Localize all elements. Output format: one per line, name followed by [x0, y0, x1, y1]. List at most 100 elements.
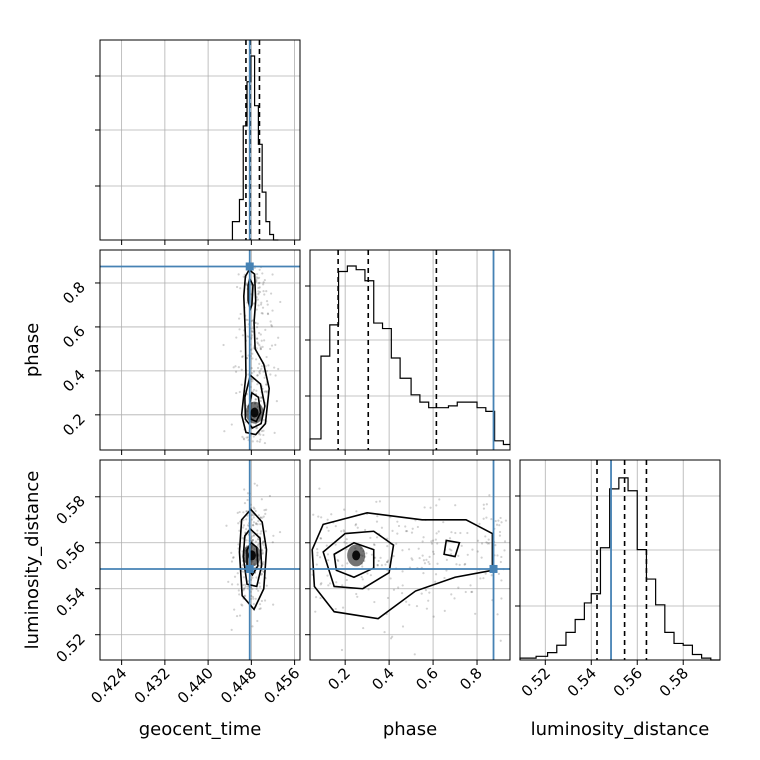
panel-luminosity_distance-geocent_time-sample-17	[261, 552, 264, 555]
panel-luminosity_distance-geocent_time-sample-53	[259, 516, 262, 519]
panel-phase-geocent_time-sample-148	[273, 431, 276, 434]
xtick-label-luminosity_distance-0: 0.52	[518, 664, 554, 700]
panel-phase-geocent_time-sample-251	[265, 355, 268, 359]
panel-luminosity_distance-phase-sample-227	[458, 563, 461, 566]
panel-luminosity_distance-geocent_time-sample-236	[256, 619, 259, 623]
panel-luminosity_distance-geocent_time-sample-84	[254, 540, 258, 543]
panel-luminosity_distance-phase-sample-148	[466, 531, 469, 535]
panel-luminosity_distance-phase-sample-24	[500, 555, 503, 559]
panel-luminosity_distance-geocent_time-sample-99	[241, 564, 244, 567]
panel-phase-geocent_time-sample-239	[234, 365, 237, 368]
panel-luminosity_distance-phase-sample-105	[413, 653, 416, 656]
panel-luminosity_distance-geocent_time-sample-250	[250, 514, 253, 517]
panel-phase-geocent_time-sample-70	[260, 367, 263, 370]
panel-phase-geocent_time-sample-236	[259, 346, 262, 349]
panel-luminosity_distance-phase-sample-151	[463, 563, 466, 566]
panel-luminosity_distance-geocent_time-sample-207	[261, 572, 264, 576]
panel-luminosity_distance-phase-sample-104	[361, 565, 364, 568]
panel-phase-geocent_time-sample-258	[270, 344, 274, 347]
panel-luminosity_distance-phase-sample-109	[480, 542, 484, 545]
panel-luminosity_distance-geocent_time-sample-98	[252, 602, 256, 606]
panel-luminosity_distance-phase-sample-256	[445, 558, 448, 562]
panel-phase-geocent_time-sample-208	[269, 373, 272, 376]
panel-phase-geocent_time-sample-247	[274, 343, 277, 346]
panel-luminosity_distance-geocent_time-sample-68	[261, 516, 264, 519]
panel-luminosity_distance-phase-sample-133	[327, 584, 330, 587]
panel-luminosity_distance-phase-sample-208	[495, 523, 499, 526]
panel-luminosity_distance-phase-sample-154	[488, 542, 491, 545]
panel-luminosity_distance-phase-sample-159	[407, 548, 411, 551]
panel-luminosity_distance-phase-sample-42	[379, 556, 382, 559]
panel-luminosity_distance-geocent_time-sample-9	[259, 523, 262, 526]
panel-luminosity_distance-phase-sample-108	[443, 609, 446, 612]
panel-phase-geocent_time-sample-101	[245, 282, 248, 285]
panel-luminosity_distance-geocent_time-sample-140	[225, 524, 228, 527]
panel-phase-geocent_time-sample-29	[263, 293, 266, 296]
panel-luminosity_distance-phase-sample-169	[343, 530, 346, 533]
panel-phase-geocent_time-sample-31	[251, 372, 254, 375]
panel-luminosity_distance-phase-sample-58	[445, 569, 448, 572]
panel-luminosity_distance-geocent_time-sample-196	[254, 509, 257, 513]
panel-luminosity_distance-phase-sample-249	[369, 536, 372, 539]
panel-luminosity_distance-geocent_time-sample-143	[260, 498, 263, 501]
panel-phase-geocent_time-sample-256	[258, 290, 262, 294]
panel-luminosity_distance-phase-sample-254	[422, 572, 425, 575]
panel-phase-geocent_time-sample-241	[256, 366, 260, 370]
panel-luminosity_distance-geocent_time-frame	[99, 459, 301, 661]
panel-phase-geocent_time-sample-48	[259, 347, 262, 350]
panel-phase-geocent_time-sample-97	[274, 374, 277, 377]
panel-luminosity_distance-phase-truth-point	[489, 564, 498, 573]
panel-phase-geocent_time-sample-160	[252, 388, 256, 391]
panel-luminosity_distance-geocent_time-sample-126	[272, 534, 275, 537]
panel-phase-geocent_time-sample-42	[252, 370, 256, 373]
panel-phase-geocent_time-sample-244	[257, 292, 260, 295]
panel-phase-hist-histogram	[309, 265, 510, 450]
panel-luminosity_distance-hist-histogram	[519, 477, 720, 661]
panel-luminosity_distance-geocent_time-sample-119	[230, 628, 233, 632]
panel-phase-geocent_time-sample-180	[255, 308, 258, 311]
panel-phase-geocent_time-sample-210	[223, 430, 226, 433]
panel-luminosity_distance-phase-sample-193	[401, 549, 404, 552]
panel-luminosity_distance-phase-sample-118	[410, 557, 413, 560]
panel-phase-geocent_time-sample-100	[262, 429, 265, 432]
panel-luminosity_distance-phase-sample-37	[396, 532, 399, 535]
panel-phase-geocent_time-sample-233	[264, 390, 267, 393]
panel-luminosity_distance-phase-sample-168	[319, 596, 322, 600]
panel-luminosity_distance-phase-sample-257	[437, 530, 440, 533]
panel-phase-geocent_time-sample-223	[258, 286, 261, 289]
panel-luminosity_distance-geocent_time-sample-192	[253, 507, 256, 510]
panel-phase-geocent_time-sample-183	[237, 273, 240, 276]
panel-luminosity_distance-phase-sample-97	[405, 600, 408, 603]
panel-luminosity_distance-geocent_time-sample-203	[230, 551, 233, 554]
panel-luminosity_distance-geocent_time-sample-238	[250, 535, 254, 538]
panel-luminosity_distance-phase-sample-11	[482, 577, 485, 580]
panel-phase-geocent_time-sample-13	[241, 355, 244, 359]
panel-luminosity_distance-phase-sample-28	[386, 560, 389, 564]
panel-luminosity_distance-geocent_time-sample-174	[262, 540, 265, 543]
ytick-label-phase-2: 0.6	[59, 322, 89, 352]
panel-luminosity_distance-phase-sample-251	[401, 625, 405, 628]
panel-luminosity_distance-phase-sample-190	[442, 521, 445, 524]
panel-luminosity_distance-geocent_time-sample-90	[246, 492, 250, 495]
panel-phase-geocent_time-sample-192	[240, 368, 243, 371]
panel-luminosity_distance-phase-sample-205	[496, 613, 499, 616]
panel-luminosity_distance-geocent_time-sample-36	[245, 539, 248, 542]
panel-luminosity_distance-phase-sample-218	[334, 525, 337, 528]
panel-luminosity_distance-phase-sample-142	[317, 515, 320, 518]
panel-luminosity_distance-phase-sample-125	[389, 637, 393, 640]
ytick-label-luminosity_distance-0: 0.52	[52, 630, 88, 666]
panel-phase-geocent_time-sample-238	[262, 283, 265, 286]
panel-luminosity_distance-phase-sample-114	[326, 553, 330, 556]
panel-luminosity_distance-phase-sample-98	[362, 626, 365, 630]
panel-luminosity_distance-geocent_time-sample-251	[255, 587, 258, 590]
panel-phase-geocent_time-sample-128	[238, 317, 241, 320]
panel-luminosity_distance-phase-sample-77	[411, 527, 414, 530]
panel-luminosity_distance-phase-sample-99	[391, 635, 394, 638]
panel-luminosity_distance-phase-sample-122	[375, 536, 379, 539]
panel-luminosity_distance-geocent_time-sample-7	[237, 589, 240, 592]
panel-phase-geocent_time-sample-28	[244, 420, 247, 424]
panel-luminosity_distance-geocent_time-sample-152	[251, 540, 254, 543]
panel-luminosity_distance-phase-sample-67	[421, 540, 424, 543]
panel-phase-geocent_time-sample-125	[260, 301, 263, 304]
panel-luminosity_distance-phase-sample-230	[482, 503, 485, 506]
